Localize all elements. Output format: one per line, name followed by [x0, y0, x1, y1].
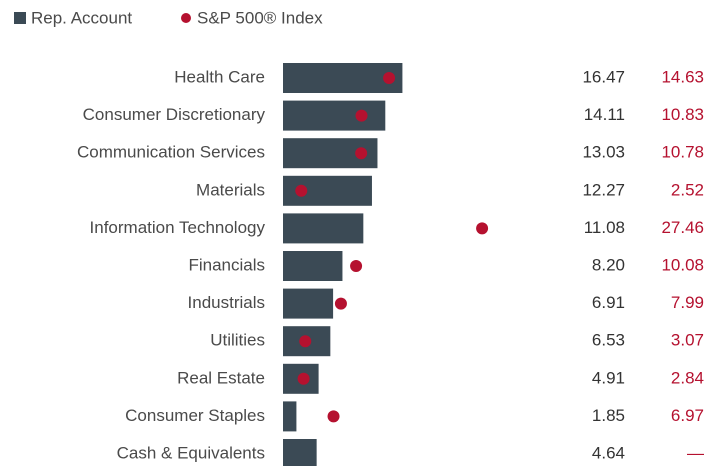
index-dot	[476, 222, 489, 235]
category-label: Materials	[196, 180, 265, 199]
bar	[283, 251, 343, 281]
legend-label: Rep. Account	[31, 8, 132, 27]
category-label: Health Care	[174, 67, 265, 86]
value-label: 2.52	[671, 180, 704, 199]
value-label: 10.83	[661, 105, 704, 124]
value-label: 14.63	[661, 67, 704, 86]
bar	[283, 100, 386, 131]
value-label: 13.03	[582, 143, 625, 162]
value-label: 3.07	[671, 331, 704, 350]
index-dot	[350, 260, 363, 272]
value-label: 10.08	[661, 255, 704, 274]
value-label: 14.11	[584, 105, 625, 124]
bar	[283, 401, 297, 432]
value-label: 4.91	[592, 368, 625, 387]
index-dot	[383, 72, 396, 84]
value-label: —	[687, 443, 704, 462]
index-dot	[355, 147, 368, 160]
category-label: Utilities	[210, 331, 265, 350]
category-label: Real Estate	[177, 368, 265, 387]
value-label: 8.20	[592, 255, 625, 274]
index-dot	[299, 335, 312, 348]
value-label: 4.64	[592, 443, 625, 462]
category-label: Industrials	[188, 293, 265, 312]
value-label: 16.47	[582, 67, 625, 86]
category-label: Consumer Staples	[125, 406, 265, 425]
legend-swatch	[181, 13, 191, 23]
index-dot	[295, 184, 308, 197]
category-label: Consumer Discretionary	[83, 105, 266, 124]
value-label: 10.78	[661, 143, 704, 162]
legend-label: S&P 500® Index	[197, 8, 323, 27]
value-label: 12.27	[582, 180, 625, 199]
index-dot	[334, 297, 347, 310]
index-dot	[297, 372, 310, 385]
value-label: 7.99	[671, 293, 704, 312]
value-label: 6.91	[592, 293, 625, 312]
bar	[283, 288, 334, 319]
bar	[283, 63, 403, 93]
category-label: Financials	[188, 255, 265, 274]
bar	[283, 439, 317, 466]
index-dot	[355, 109, 368, 122]
value-label: 2.84	[671, 368, 704, 387]
index-dot	[327, 410, 340, 423]
bar	[283, 213, 364, 244]
category-label: Communication Services	[77, 143, 265, 162]
value-label: 6.53	[592, 331, 625, 350]
value-label: 27.46	[661, 218, 704, 237]
legend-swatch	[14, 12, 26, 24]
value-label: 1.85	[592, 406, 625, 425]
value-label: 11.08	[584, 218, 625, 237]
category-label: Information Technology	[90, 218, 266, 237]
category-label: Cash & Equivalents	[117, 443, 265, 462]
value-label: 6.97	[671, 406, 704, 425]
